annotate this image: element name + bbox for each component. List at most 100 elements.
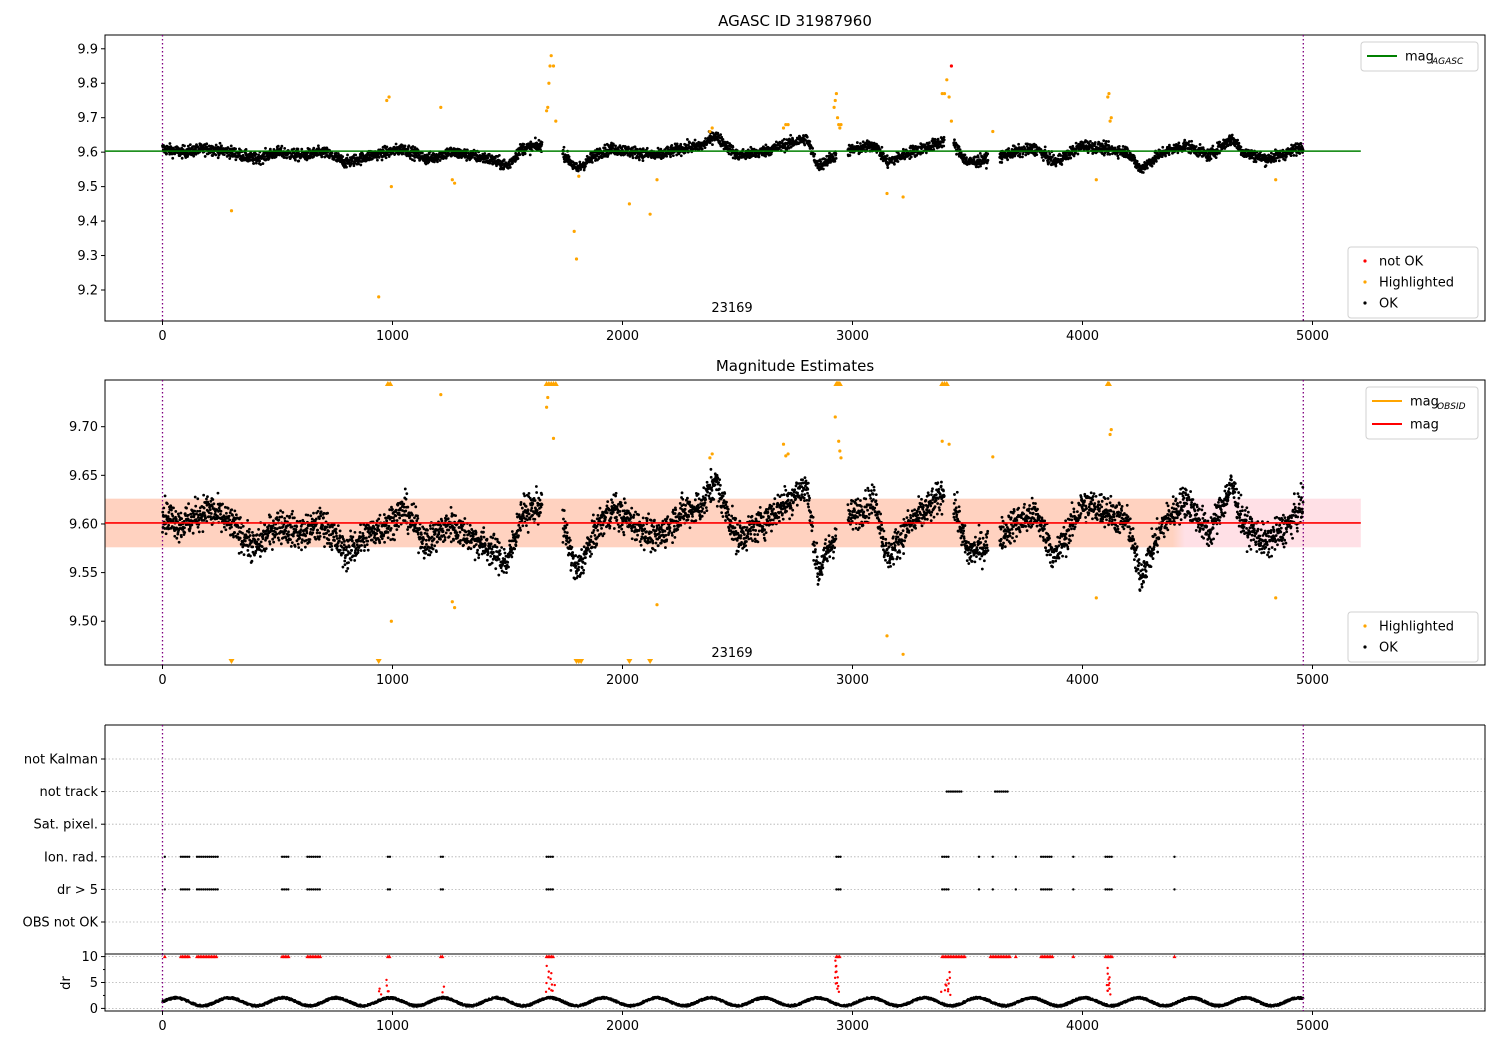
agasc-xtick-label: 3000 <box>836 329 869 344</box>
agasc-ok-point <box>498 154 501 157</box>
agasc-ok-point <box>1190 140 1193 143</box>
agasc-ok-point <box>1089 140 1092 143</box>
agasc-ok-point <box>1035 153 1038 156</box>
mag-ok-point <box>223 526 226 529</box>
agasc-ok-point <box>575 162 578 165</box>
agasc-ok-point <box>294 159 297 162</box>
agasc-ok-point <box>822 168 825 171</box>
agasc-ok-point <box>388 155 391 158</box>
agasc-ytick-label: 9.6 <box>77 146 98 161</box>
mag-ok-point <box>290 545 293 548</box>
mag-ok-point <box>287 541 290 544</box>
agasc-axes-frame <box>105 35 1485 321</box>
mag-ok-point <box>315 517 318 520</box>
mag-ok-point <box>285 536 288 539</box>
agasc-ok-point <box>1164 155 1167 158</box>
agasc-ok-point <box>1146 167 1149 170</box>
agasc-ok-point <box>204 155 207 158</box>
mag-ok-point <box>233 509 236 512</box>
agasc-ok-point <box>1295 154 1298 157</box>
mag-ok-point <box>323 545 326 548</box>
mag-ok-point <box>321 528 324 531</box>
agasc-ok-point <box>943 136 946 139</box>
mag-ok-point <box>190 523 193 526</box>
agasc-ok-point <box>577 170 580 173</box>
mag-ok-point <box>295 528 298 531</box>
agasc-highlighted-point <box>554 120 557 123</box>
agasc-highlighted-point <box>546 106 549 109</box>
agasc-ok-point <box>937 138 940 141</box>
agasc-ok-point <box>679 143 682 146</box>
agasc-ok-point <box>979 152 982 155</box>
mag-ok-point <box>256 533 259 536</box>
mag-ok-point <box>197 526 200 529</box>
mag-ok-point <box>241 532 244 535</box>
agasc-ok-point <box>465 159 468 162</box>
agasc-ok-point <box>758 156 761 159</box>
agasc-ok-point <box>1108 153 1111 156</box>
agasc-ok-point <box>1000 161 1003 164</box>
agasc-ok-point <box>486 156 489 159</box>
agasc-highlighted-point <box>451 178 454 181</box>
mag-ok-point <box>205 498 208 501</box>
agasc-ok-point <box>813 153 816 156</box>
agasc-highlighted-point <box>950 120 953 123</box>
agasc-ok-point <box>886 154 889 157</box>
agasc-ytick-label: 9.2 <box>77 283 98 298</box>
agasc-ok-point <box>638 159 641 162</box>
mag-ok-point <box>319 507 322 510</box>
mag-ok-point <box>280 515 283 518</box>
agasc-highlighted-point <box>649 213 652 216</box>
mag-ok-point <box>203 507 206 510</box>
agasc-ok-point <box>977 156 980 159</box>
magnitude-estimates-panel: Magnitude Estimates 23169 9.509.559.609.… <box>69 357 1485 688</box>
agasc-ok-point <box>676 143 679 146</box>
agasc-xtick-label: 5000 <box>1296 329 1329 344</box>
agasc-ok-point <box>255 153 258 156</box>
mag-ok-point <box>321 524 324 527</box>
agasc-ytick-label: 9.9 <box>77 42 98 57</box>
agasc-ok-point <box>234 147 237 150</box>
agasc-ok-point <box>928 141 931 144</box>
agasc-ok-point <box>534 137 537 140</box>
agasc-ok-point <box>413 159 416 162</box>
agasc-ok-point <box>189 143 192 146</box>
mag-ok-point <box>221 503 224 506</box>
mag-ok-point <box>271 548 274 551</box>
agasc-highlighted-point <box>945 78 948 81</box>
mag-ok-point <box>164 494 167 497</box>
mag-ok-point <box>192 532 195 535</box>
agasc-legend-marker <box>1363 280 1366 283</box>
agasc-ok-point <box>1052 154 1055 157</box>
agasc-ok-point <box>1215 156 1218 159</box>
agasc-ok-point <box>1298 152 1301 155</box>
agasc-ok-point <box>965 156 968 159</box>
mag-ok-point <box>175 537 178 540</box>
agasc-ok-point <box>280 145 283 148</box>
agasc-ok-point <box>264 147 267 150</box>
mag-ok-point <box>283 517 286 520</box>
agasc-ok-point <box>1142 171 1145 174</box>
mag-ok-point <box>165 532 168 535</box>
agasc-highlighted-point <box>1095 178 1098 181</box>
agasc-highlighted-point <box>439 106 442 109</box>
agasc-ytick-label: 9.8 <box>77 77 98 92</box>
agasc-ytick-label: 9.4 <box>77 215 98 230</box>
mag-ok-point <box>211 498 214 501</box>
agasc-ok-point <box>404 145 407 148</box>
agasc-ok-point <box>680 154 683 157</box>
agasc-ok-point <box>1255 160 1258 163</box>
agasc-ok-point <box>942 145 945 148</box>
mag-ok-point <box>175 518 178 521</box>
agasc-ok-point <box>1195 145 1198 148</box>
agasc-legend-sublabel: AGASC <box>1431 57 1464 67</box>
agasc-ok-point <box>300 148 303 151</box>
agasc-ok-point <box>262 162 265 165</box>
mag-ok-point <box>251 545 254 548</box>
agasc-highlighted-point <box>948 95 951 98</box>
agasc-ok-point <box>378 156 381 159</box>
mag-ok-point <box>235 513 238 516</box>
agasc-ok-point <box>215 144 218 147</box>
mag-ok-point <box>246 519 249 522</box>
